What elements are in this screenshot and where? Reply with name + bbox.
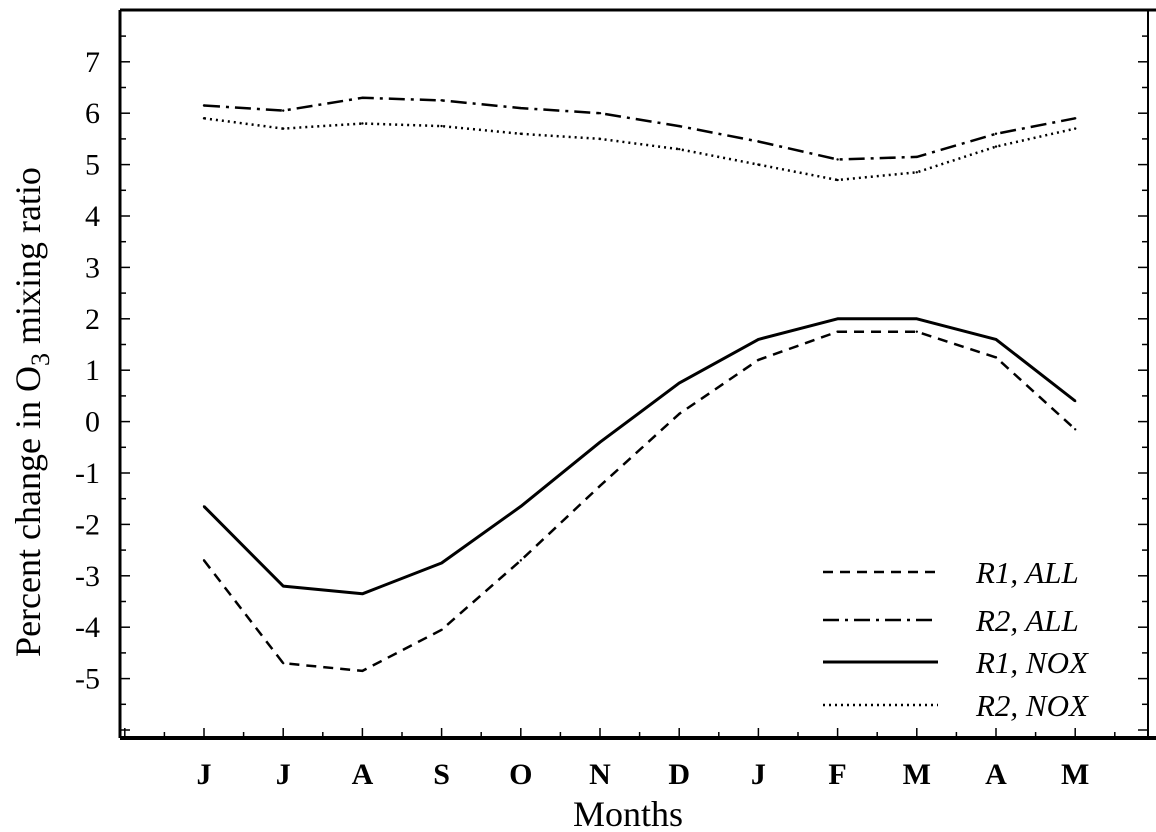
data-point — [994, 132, 998, 135]
legend-label: R1, ALL — [975, 555, 1079, 590]
data-point — [598, 484, 602, 488]
legend-label: R1, NOX — [975, 645, 1089, 680]
y-tick-label: 0 — [85, 406, 100, 439]
data-point — [361, 592, 364, 595]
y-axis-ticks: -5 -4 -3 -2 -1 0 1 2 3 4 5 6 7 — [75, 9, 1148, 731]
data-point — [994, 338, 998, 341]
y-axis-title-subscript: 3 — [26, 353, 55, 366]
x-tick-label: A — [985, 758, 1007, 791]
x-tick-label: N — [589, 758, 611, 791]
x-tick-label: M — [1061, 758, 1089, 791]
data-point — [598, 440, 602, 444]
data-point — [1074, 117, 1077, 120]
data-point — [440, 628, 443, 631]
y-tick-label: 5 — [85, 149, 100, 182]
data-point — [282, 661, 285, 665]
data-point — [282, 584, 285, 588]
x-axis-title: Months — [573, 794, 683, 832]
y-tick-label: 4 — [85, 200, 100, 233]
y-tick-label: -5 — [75, 663, 100, 696]
data-point — [598, 112, 602, 115]
y-tick-label: 7 — [85, 46, 100, 79]
y-tick-label: -1 — [75, 457, 100, 490]
series-line-r1-all — [203, 330, 1077, 673]
data-point — [361, 96, 364, 99]
data-point — [915, 330, 918, 333]
y-axis-title-tail: mixing ratio — [8, 167, 48, 353]
data-point — [994, 145, 998, 148]
data-point — [440, 124, 443, 128]
data-point — [836, 317, 839, 320]
x-tick-label: D — [668, 758, 690, 791]
series-line-r2-all — [203, 96, 1076, 161]
y-axis-title-main: Percent change in O — [8, 366, 48, 657]
y-tick-label: -2 — [75, 508, 100, 541]
legend-label: R2, NOX — [975, 688, 1089, 723]
data-point — [915, 171, 918, 174]
x-tick-label: J — [276, 758, 291, 791]
data-point — [361, 122, 364, 125]
y-axis-title: Percent change in O3 mixing ratio — [8, 167, 55, 657]
data-point — [361, 669, 364, 673]
chart-axes — [118, 8, 1156, 740]
y-tick-label: 2 — [85, 303, 100, 336]
data-point — [915, 317, 918, 320]
data-point — [519, 505, 522, 508]
x-tick-label: J — [197, 758, 212, 791]
series-lines — [202, 96, 1077, 673]
data-point — [282, 127, 285, 130]
data-point — [1074, 127, 1077, 130]
x-tick-label: J — [751, 758, 766, 791]
data-point — [202, 117, 206, 120]
data-point — [678, 124, 681, 128]
y-tick-label: 1 — [85, 354, 100, 387]
data-point — [440, 99, 443, 102]
data-point — [598, 137, 602, 141]
y-tick-label: 6 — [85, 97, 100, 130]
data-point — [836, 178, 839, 182]
data-point — [282, 109, 285, 112]
data-point — [757, 358, 760, 362]
data-point — [836, 330, 839, 333]
data-point — [915, 155, 918, 159]
data-point — [757, 140, 760, 143]
x-tick-label: F — [828, 758, 846, 791]
data-point — [202, 559, 206, 562]
x-tick-label: M — [903, 758, 931, 791]
data-point — [1074, 428, 1077, 431]
data-point — [440, 561, 443, 565]
data-point — [678, 381, 681, 385]
legend: R1, ALL R2, ALL R1, NOX R2, NOX — [823, 555, 1089, 723]
x-tick-label: A — [352, 758, 374, 791]
data-point — [994, 356, 998, 359]
data-point — [678, 147, 681, 151]
data-point — [202, 505, 206, 508]
y-tick-label: -4 — [75, 611, 100, 644]
series-line-r1-nox — [202, 317, 1077, 596]
x-tick-label: O — [509, 758, 532, 791]
legend-label: R2, ALL — [975, 603, 1079, 638]
series-line-r2-nox — [203, 117, 1076, 182]
data-point — [757, 338, 760, 341]
data-point — [519, 559, 522, 562]
data-point — [836, 158, 839, 161]
y-tick-label: 3 — [85, 251, 100, 284]
data-point — [1074, 399, 1077, 403]
data-point — [202, 104, 206, 107]
data-point — [519, 106, 522, 110]
y-tick-label: -3 — [75, 560, 100, 593]
x-tick-label: S — [433, 758, 450, 791]
data-point — [757, 163, 760, 166]
data-point — [678, 412, 681, 416]
data-point — [519, 132, 522, 135]
